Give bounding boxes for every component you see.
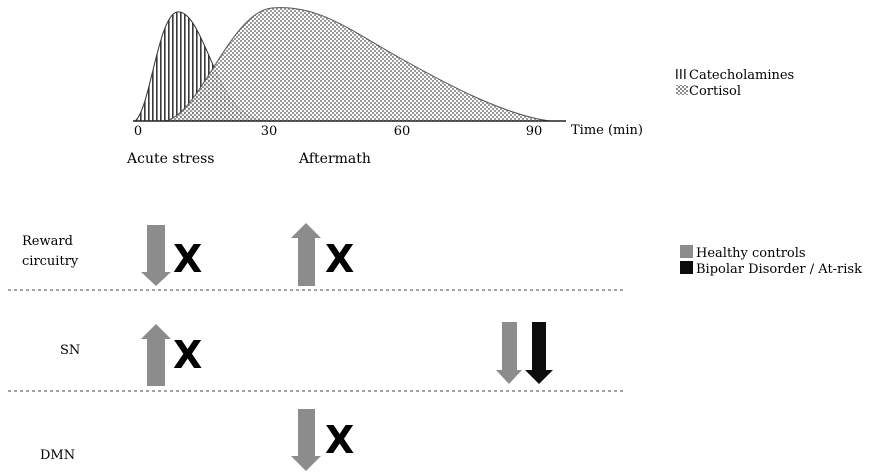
time-axis-label: Time (min) (571, 123, 643, 138)
reward-circuitry-label-line2: circuitry (22, 254, 79, 269)
reward-acute-cross: X (173, 237, 202, 281)
catecholamines-legend-label: Catecholamines (689, 68, 794, 83)
tick-30: 30 (261, 124, 278, 139)
tick-60: 60 (394, 124, 411, 139)
sn-acute-up-arrow (141, 324, 171, 386)
phase-label-acute: Acute stress (126, 151, 215, 167)
reward-acute-down-arrow (141, 225, 171, 286)
phase-label-aftermath: Aftermath (298, 151, 371, 167)
cortisol-legend-label: Cortisol (689, 84, 741, 99)
tick-90: 90 (526, 124, 543, 139)
cortisol-curve (164, 7, 551, 122)
bipolar-swatch (680, 261, 693, 274)
reward-circuitry-label-line1: Reward (22, 234, 73, 249)
healthy-controls-label: Healthy controls (696, 246, 806, 261)
healthy-controls-swatch (680, 245, 693, 258)
sn-late-bipolar-down-arrow (525, 322, 553, 384)
reward-aftermath-up-arrow (291, 223, 321, 286)
cortisol-swatch (676, 85, 688, 95)
sn-acute-cross: X (173, 333, 202, 377)
tick-0: 0 (134, 124, 142, 139)
dmn-label: DMN (40, 448, 75, 463)
reward-aftermath-cross: X (325, 237, 354, 281)
hormone-legend: Catecholamines Cortisol (676, 68, 794, 99)
dmn-aftermath-down-arrow (291, 409, 321, 471)
group-legend: Healthy controls Bipolar Disorder / At-r… (680, 245, 862, 277)
hormone-timeline: 0 30 60 90 Time (min) Acute stress After… (126, 7, 643, 167)
sn-late-healthy-down-arrow (496, 322, 522, 384)
bipolar-label: Bipolar Disorder / At-risk (696, 262, 862, 277)
sn-label: SN (60, 343, 80, 358)
network-labels: Reward circuitry SN DMN (22, 234, 80, 463)
catecholamines-swatch (676, 69, 688, 79)
dmn-aftermath-cross: X (325, 418, 354, 462)
